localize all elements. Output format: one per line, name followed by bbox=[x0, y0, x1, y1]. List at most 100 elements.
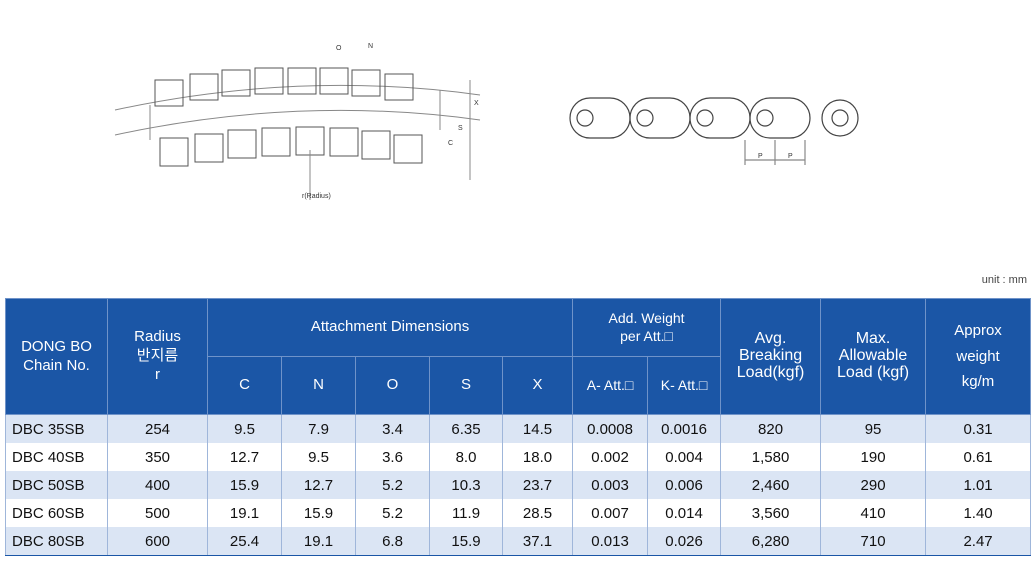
header-cell: O bbox=[355, 356, 430, 415]
header-cell: X bbox=[501, 356, 574, 415]
table-cell: 5.2 bbox=[355, 471, 430, 499]
table-row: DBC 50SB 400 15.9 12.7 5.2 10.3 23.7 0.003 0.006… bbox=[5, 471, 1032, 499]
header-line: weight bbox=[956, 347, 1000, 365]
table-cell: DBC 60SB bbox=[5, 499, 108, 527]
diagram-label: C bbox=[448, 140, 453, 147]
table-cell: 6.8 bbox=[355, 527, 430, 556]
header-cell: Approx weight kg/m bbox=[925, 298, 1032, 415]
diagram-label: X bbox=[474, 100, 479, 107]
table-cell: 0.006 bbox=[647, 471, 722, 499]
table-cell: 0.013 bbox=[572, 527, 649, 556]
table-cell: 1.40 bbox=[925, 499, 1032, 527]
table-cell: 6,280 bbox=[720, 527, 822, 556]
table-cell: 0.026 bbox=[647, 527, 722, 556]
table-cell: 820 bbox=[720, 414, 822, 443]
table-cell: 3.6 bbox=[355, 443, 430, 471]
header-line: Load (kgf) bbox=[837, 363, 910, 381]
table-cell: 12.7 bbox=[207, 443, 282, 471]
table-cell: 23.7 bbox=[501, 471, 574, 499]
header-line: r bbox=[155, 365, 160, 383]
header-cell: A- Att.□ bbox=[572, 356, 649, 415]
table-cell: 410 bbox=[820, 499, 927, 527]
diagram-label: P bbox=[758, 153, 763, 160]
table-cell: 7.9 bbox=[281, 414, 356, 443]
table-cell: 95 bbox=[820, 414, 927, 443]
table-cell: 10.3 bbox=[429, 471, 503, 499]
header-line: 반지름 bbox=[136, 347, 179, 365]
spec-table: DONG BO Chain No. Radius 반지름 r Attachment D… bbox=[5, 298, 1032, 556]
table-row: DBC 80SB 600 25.4 19.1 6.8 15.9 37.1 0.013 0.026… bbox=[5, 527, 1032, 556]
header-cell: C bbox=[207, 356, 282, 415]
table-cell: 0.31 bbox=[925, 414, 1032, 443]
unit-note: unit : mm bbox=[981, 274, 1027, 286]
header-cell: K- Att.□ bbox=[647, 356, 722, 415]
table-row: DBC 35SB 254 9.5 7.9 3.4 6.35 14.5 0.0008 0.0016… bbox=[5, 414, 1032, 443]
table-cell: 350 bbox=[107, 443, 208, 471]
table-cell: 710 bbox=[820, 527, 927, 556]
table-cell: 14.5 bbox=[501, 414, 574, 443]
table-cell: 1.01 bbox=[925, 471, 1032, 499]
header-cell: Add. Weight per Att.□ bbox=[572, 298, 722, 357]
table-cell: 28.5 bbox=[501, 499, 574, 527]
table-cell: 3.4 bbox=[355, 414, 430, 443]
diagram-label: N bbox=[368, 43, 373, 50]
table-cell: 0.003 bbox=[572, 471, 649, 499]
table-cell: 6.35 bbox=[429, 414, 503, 443]
table-cell: 12.7 bbox=[281, 471, 356, 499]
table-cell: 0.0008 bbox=[572, 414, 649, 443]
table-cell: 0.0016 bbox=[647, 414, 722, 443]
table-cell: 15.9 bbox=[207, 471, 282, 499]
diagram-label: O bbox=[336, 45, 342, 52]
table-cell: 5.2 bbox=[355, 499, 430, 527]
diagrams: O N X S C r(Radius) P P bbox=[114, 43, 859, 200]
table-cell: DBC 50SB bbox=[5, 471, 108, 499]
table-cell: 8.0 bbox=[429, 443, 503, 471]
table-cell: 500 bbox=[107, 499, 208, 527]
header-line: Breaking bbox=[738, 347, 803, 365]
header-cell: Avg. Breaking Load(kgf) bbox=[720, 298, 822, 415]
header-line: per Att.□ bbox=[620, 327, 673, 344]
header-line: Allowable bbox=[838, 347, 908, 365]
table-cell: 2,460 bbox=[720, 471, 822, 499]
header-line: DONG BO bbox=[21, 337, 92, 355]
table-cell: DBC 80SB bbox=[5, 527, 108, 556]
header-line: Avg. bbox=[754, 330, 787, 348]
header-line: Max. bbox=[855, 330, 891, 348]
table-cell: 2.47 bbox=[925, 527, 1032, 556]
table-cell: 19.1 bbox=[281, 527, 356, 556]
straight-chain-drawing bbox=[569, 97, 859, 165]
table-cell: DBC 40SB bbox=[5, 443, 108, 471]
diagram-label: P bbox=[788, 153, 793, 160]
table-cell: 254 bbox=[107, 414, 208, 443]
header-cell: Attachment Dimensions bbox=[206, 298, 574, 357]
table-cell: 400 bbox=[107, 471, 208, 499]
header-cell: Radius 반지름 r bbox=[107, 298, 208, 415]
header-cell: N bbox=[281, 356, 356, 415]
table-cell: 9.5 bbox=[207, 414, 282, 443]
table-cell: 600 bbox=[107, 527, 208, 556]
table-cell: 0.007 bbox=[572, 499, 649, 527]
header-line: Add. Weight bbox=[608, 310, 685, 326]
header-line: Radius bbox=[134, 328, 181, 346]
table-cell: 15.9 bbox=[281, 499, 356, 527]
table-cell: 0.004 bbox=[647, 443, 722, 471]
table-cell: 0.002 bbox=[572, 443, 649, 471]
diagram-label: S bbox=[458, 125, 463, 132]
table-cell: 9.5 bbox=[281, 443, 356, 471]
header-line: Chain No. bbox=[23, 356, 90, 374]
header-cell: S bbox=[429, 356, 503, 415]
table-cell: 0.61 bbox=[925, 443, 1032, 471]
table-row: DBC 60SB 500 19.1 15.9 5.2 11.9 28.5 0.007 0.014… bbox=[5, 499, 1032, 527]
table-cell: 11.9 bbox=[429, 499, 503, 527]
header-line: Load(kgf) bbox=[736, 363, 805, 381]
table-cell: 19.1 bbox=[207, 499, 282, 527]
table-cell: 25.4 bbox=[207, 527, 282, 556]
table-cell: 3,560 bbox=[720, 499, 822, 527]
table-cell: 15.9 bbox=[429, 527, 503, 556]
table-cell: 37.1 bbox=[501, 527, 574, 556]
header-cell: DONG BO Chain No. bbox=[5, 298, 108, 415]
table-cell: 290 bbox=[820, 471, 927, 499]
table-cell: 0.014 bbox=[647, 499, 722, 527]
table-cell: 1,580 bbox=[720, 443, 822, 471]
